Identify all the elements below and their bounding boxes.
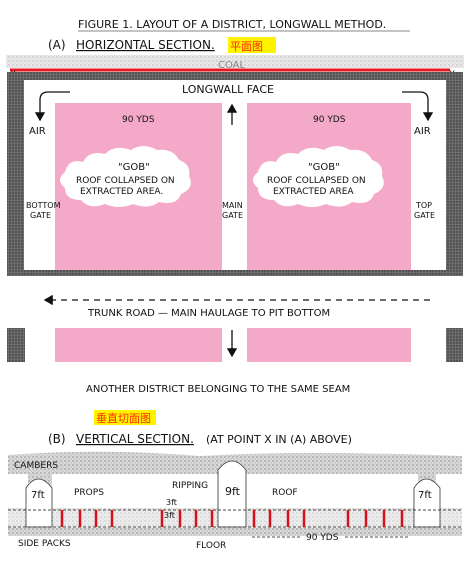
gob-right-line2: EXTRACTED AREA <box>273 187 354 197</box>
span-label: 90 YDS <box>306 533 339 543</box>
trunk-road-label: TRUNK ROAD — MAIN HAULAGE TO PIT BOTTOM <box>87 308 330 319</box>
gob-right-width: 90 YDS <box>313 115 346 125</box>
floor-strata <box>8 528 462 536</box>
section-a-title: HORIZONTAL SECTION. <box>76 38 215 52</box>
top-gate-arch <box>413 478 441 528</box>
top-wall <box>7 72 463 80</box>
main-gate-label-1: MAIN <box>222 201 243 210</box>
roof-strata <box>8 451 462 488</box>
bottom-gate-label-2: GATE <box>30 211 51 220</box>
height-right-label: 7ft <box>418 490 432 501</box>
ripping-label: RIPPING <box>172 481 208 491</box>
trunk-road-upper-wall <box>7 270 463 276</box>
air-arrow-right <box>402 91 434 122</box>
lower-gob-right <box>247 328 411 362</box>
top-gate-label-1: TOP <box>415 201 432 210</box>
section-b-label: (B) <box>48 432 66 446</box>
roof-label: ROOF <box>272 488 298 498</box>
section-a-label: (A) <box>48 38 66 52</box>
gob-left-line2: EXTRACTED AREA. <box>80 187 163 197</box>
gob-right-title: "GOB" <box>308 162 340 173</box>
figure-title: FIGURE 1. LAYOUT OF A DISTRICT, LONGWALL… <box>78 18 386 31</box>
air-left-label: AIR <box>29 126 46 137</box>
main-gate-label-2: GATE <box>222 211 243 220</box>
gob-cloud-left <box>60 146 191 207</box>
floor-label: FLOOR <box>196 541 226 551</box>
props-label: PROPS <box>74 488 104 498</box>
section-b-title: VERTICAL SECTION. <box>76 432 194 446</box>
dim-a-label: 3ft <box>166 498 177 507</box>
main-gate-arch <box>217 460 247 528</box>
section-b-annotation: 垂直切面图 <box>96 411 151 425</box>
lower-right-wall <box>446 328 463 362</box>
gob-left-line1: ROOF COLLAPSED ON <box>76 176 175 186</box>
lower-left-wall <box>7 328 25 362</box>
height-left-label: 7ft <box>31 490 45 501</box>
gob-left-width: 90 YDS <box>122 115 155 125</box>
section-a-annotation: 平面图 <box>230 40 263 53</box>
right-wall <box>446 72 463 270</box>
coal-seam <box>6 55 464 68</box>
top-gate-label-2: GATE <box>414 211 435 220</box>
gob-right-line1: ROOF COLLAPSED ON <box>267 176 366 186</box>
cambers-label: CAMBERS <box>14 461 58 471</box>
left-wall <box>7 72 24 270</box>
lower-gob-left <box>55 328 222 362</box>
gob-left-title: "GOB" <box>118 162 150 173</box>
section-b-highlight <box>94 410 156 425</box>
longwall-face-label: LONGWALL FACE <box>182 83 274 96</box>
section-b-subtitle: (AT POINT X IN (A) ABOVE) <box>206 433 352 446</box>
section-a-highlight <box>228 37 276 53</box>
height-mid-label: 9ft <box>225 485 241 498</box>
dim-b-label: 3ft <box>164 511 175 520</box>
side-packs-label: SIDE PACKS <box>18 539 71 549</box>
gob-cloud-right <box>253 146 384 207</box>
another-district-label: ANOTHER DISTRICT BELONGING TO THE SAME S… <box>86 384 350 395</box>
bottom-gate-arch <box>25 478 53 528</box>
air-right-label: AIR <box>414 126 431 137</box>
air-arrow-left <box>34 91 70 122</box>
bottom-gate-label-1: BOTTOM <box>26 201 61 210</box>
props-group <box>60 510 404 527</box>
